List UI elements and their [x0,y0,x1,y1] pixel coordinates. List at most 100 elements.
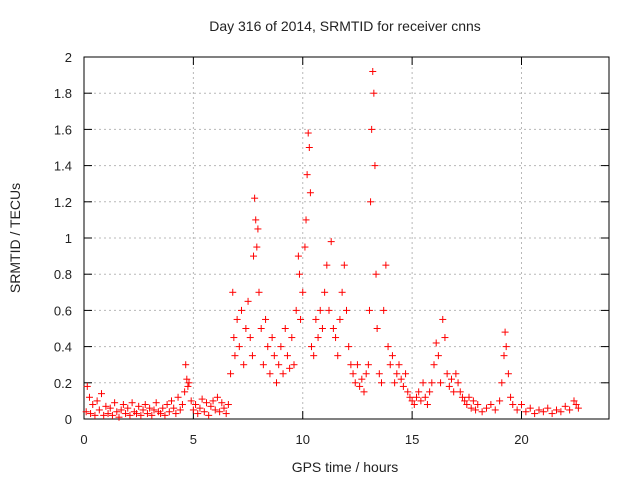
data-point [402,370,410,378]
data-point [305,144,313,151]
data-point [478,408,486,416]
data-point [356,382,364,390]
data-point [372,270,380,278]
data-point [181,388,189,396]
data-point [133,410,140,418]
data-point [316,306,324,314]
data-point [419,379,427,387]
data-point [288,334,296,342]
data-point [570,397,578,405]
data-point [368,125,376,133]
data-point [362,370,370,378]
data-point [194,410,202,418]
data-point [168,397,175,405]
data-point [386,361,394,369]
data-point [246,334,254,342]
data-point [200,408,208,416]
data-point [347,361,355,369]
data-point [286,364,294,372]
data-point [222,410,230,418]
data-point [294,252,302,260]
data-point [367,198,375,206]
data-point [216,408,224,416]
x-tick-label: 20 [514,432,528,447]
data-point [146,404,154,412]
data-point [301,243,309,251]
data-point [318,325,326,332]
data-point [406,393,414,401]
data-point [526,404,534,412]
data-point [375,370,383,378]
data-point [308,343,315,351]
data-point [224,401,232,409]
data-point [423,401,431,409]
data-point [244,297,252,305]
data-point [83,382,91,390]
data-point [304,129,312,137]
y-tick-label: 1 [65,231,72,246]
data-point [572,401,580,409]
data-point [139,406,147,414]
data-point [209,397,217,405]
data-point [297,315,305,323]
data-point [557,408,565,416]
data-point [211,406,219,414]
data-point [463,401,471,409]
data-point [250,252,258,260]
data-point [450,388,458,396]
data-point [111,399,119,407]
data-point [395,361,403,369]
data-point [421,393,429,401]
data-point [295,270,303,278]
data-point [358,375,366,383]
data-point [500,352,508,360]
data-point [135,402,143,410]
data-point [231,352,239,360]
data-point [467,404,475,412]
data-point [238,306,245,314]
data-point [157,410,165,418]
data-point [340,261,348,269]
data-point [329,325,337,332]
data-point [148,411,156,419]
data-point [113,408,121,416]
data-point [465,393,473,401]
data-point [364,361,372,369]
data-point [299,288,307,296]
data-point [370,89,378,97]
data-point [496,397,504,405]
data-point [213,393,221,401]
y-tick-label: 1.6 [54,122,72,137]
data-point [454,379,462,387]
data-point [262,315,270,323]
data-point [369,67,377,75]
data-point [539,408,547,416]
data-point [312,315,320,323]
data-point [229,288,237,296]
data-point [574,404,582,412]
data-point [254,225,262,233]
data-point [393,370,401,378]
data-point [428,379,436,387]
data-point [321,288,329,296]
data-point [461,397,469,405]
data-point [165,408,173,416]
data-point [122,410,130,418]
data-point [268,334,276,342]
data-point [349,370,357,378]
x-tick-label: 5 [190,432,197,447]
data-point [143,410,151,418]
x-axis-label: GPS time / hours [292,459,399,475]
data-point [292,306,300,314]
data-point [161,411,169,419]
data-point [439,315,447,323]
data-point [104,410,112,418]
data-point [371,162,379,170]
data-point [388,352,396,360]
data-point [441,334,449,342]
data-point [430,361,438,369]
data-point [384,343,392,351]
data-point [189,406,197,414]
data-point [443,370,451,378]
data-point [303,171,311,179]
